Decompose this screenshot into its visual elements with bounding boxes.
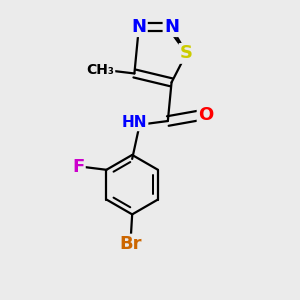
Text: Br: Br [119,235,142,253]
Text: CH₃: CH₃ [86,63,114,77]
Text: S: S [180,44,193,62]
Text: N: N [131,18,146,36]
Text: HN: HN [122,115,147,130]
Text: N: N [164,18,179,36]
Text: F: F [72,158,84,176]
Text: O: O [198,106,213,124]
